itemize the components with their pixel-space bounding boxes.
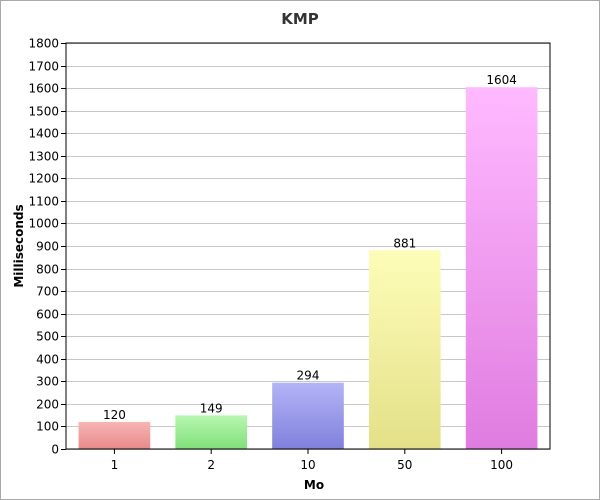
x-axis-ticks: 1 2 10 50 100 bbox=[111, 449, 513, 472]
data-labels: 120 149 294 881 1604 bbox=[103, 73, 517, 422]
bars bbox=[78, 87, 538, 449]
x-tick-label: 2 bbox=[207, 458, 215, 472]
x-tick-label: 100 bbox=[490, 458, 513, 472]
data-label: 881 bbox=[393, 236, 416, 250]
bar-100 bbox=[465, 87, 538, 449]
y-tick-label: 1400 bbox=[28, 127, 59, 141]
y-axis-ticks: 0 100 200 300 400 500 600 700 800 900 1000 1100 1200… bbox=[28, 37, 66, 457]
y-tick-label: 1000 bbox=[28, 217, 59, 231]
y-tick-label: 1500 bbox=[28, 105, 59, 119]
y-tick-label: 200 bbox=[36, 398, 59, 412]
y-tick-label: 1300 bbox=[28, 150, 59, 164]
y-tick-label: 500 bbox=[36, 330, 59, 344]
data-label: 1604 bbox=[486, 73, 517, 87]
bar-10 bbox=[272, 382, 344, 449]
x-tick-label: 1 bbox=[111, 458, 119, 472]
y-tick-label: 1600 bbox=[28, 82, 59, 96]
y-tick-label: 900 bbox=[36, 240, 59, 254]
x-tick-label: 50 bbox=[397, 458, 412, 472]
y-tick-label: 100 bbox=[36, 420, 59, 434]
y-tick-label: 300 bbox=[36, 375, 59, 389]
bar-1 bbox=[78, 421, 151, 449]
chart-title: KMP bbox=[281, 10, 319, 28]
y-tick-label: 600 bbox=[36, 308, 59, 322]
y-tick-label: 1100 bbox=[28, 195, 59, 209]
bar-50 bbox=[368, 250, 441, 449]
data-label: 294 bbox=[297, 369, 320, 383]
bar-2 bbox=[175, 415, 248, 449]
y-tick-label: 800 bbox=[36, 263, 59, 277]
y-tick-label: 1700 bbox=[28, 60, 59, 74]
y-tick-label: 0 bbox=[51, 443, 59, 457]
data-label: 149 bbox=[200, 401, 223, 415]
y-tick-label: 1200 bbox=[28, 172, 59, 186]
x-axis-title: Mo bbox=[304, 478, 324, 492]
data-label: 120 bbox=[103, 408, 126, 422]
y-tick-label: 1800 bbox=[28, 37, 59, 51]
y-tick-label: 400 bbox=[36, 353, 59, 367]
y-tick-label: 700 bbox=[36, 285, 59, 299]
x-tick-label: 10 bbox=[300, 458, 315, 472]
y-axis-title: Milliseconds bbox=[12, 204, 26, 287]
